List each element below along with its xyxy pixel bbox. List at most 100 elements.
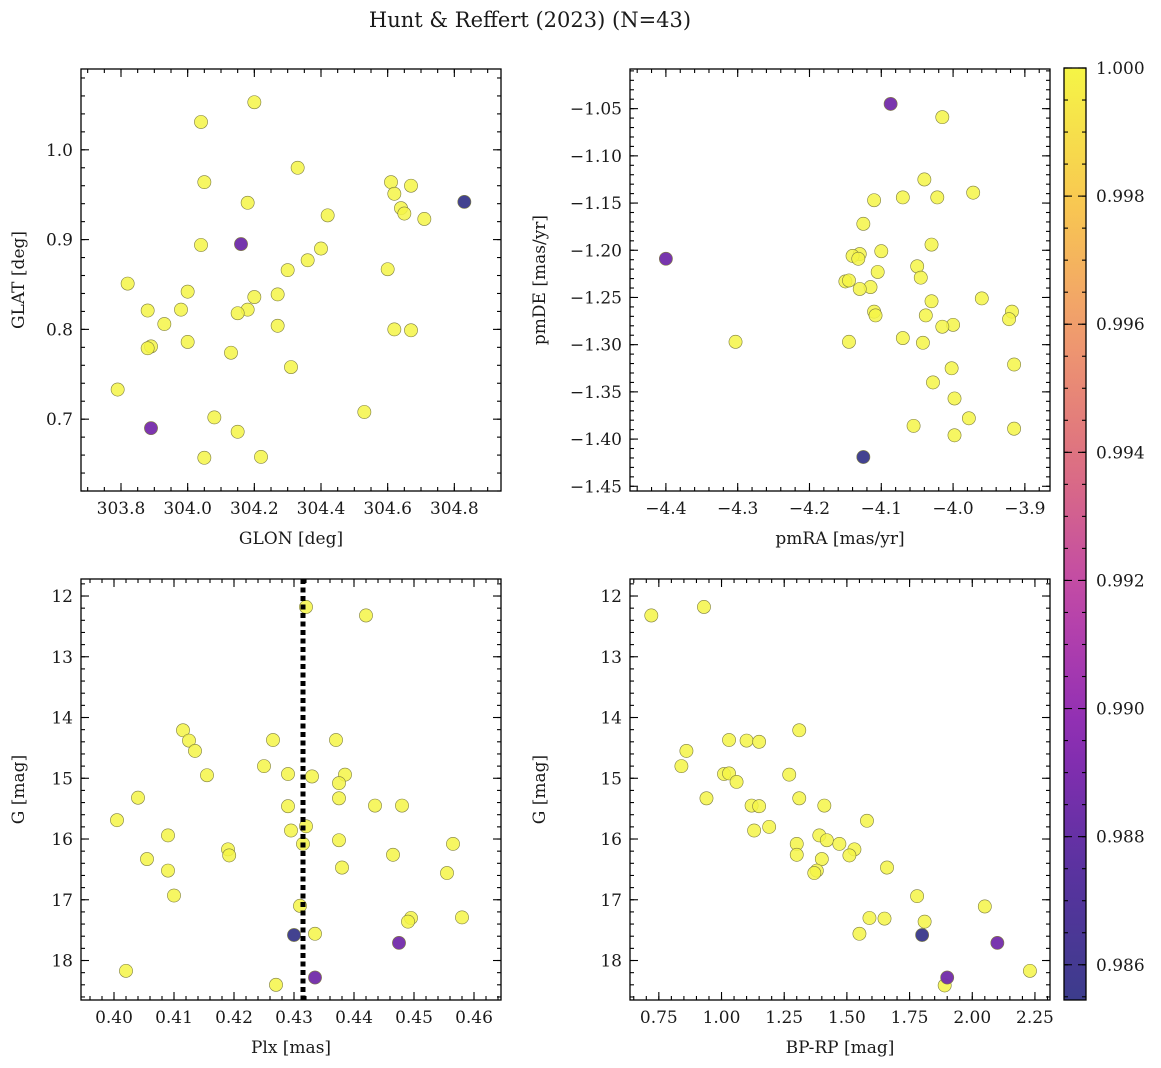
data-point bbox=[789, 847, 804, 862]
y-axis-label: pmDE [mas/yr] bbox=[530, 215, 550, 345]
data-point bbox=[280, 263, 295, 278]
data-point bbox=[782, 767, 797, 782]
colorbar-tick-label: 0.998 bbox=[1096, 187, 1145, 207]
data-point bbox=[188, 744, 202, 758]
data-point bbox=[842, 848, 857, 863]
y-tick-label: −1.15 bbox=[570, 194, 622, 214]
y-tick-label: 0.8 bbox=[46, 320, 73, 340]
data-point bbox=[200, 768, 214, 783]
data-point bbox=[917, 914, 932, 929]
data-point bbox=[874, 244, 889, 259]
data-point bbox=[254, 449, 268, 464]
data-point bbox=[961, 411, 976, 426]
y-tick-label: 0.7 bbox=[46, 410, 73, 430]
data-point bbox=[1007, 421, 1022, 436]
colorbar-tick-label: 0.996 bbox=[1096, 315, 1145, 335]
data-point bbox=[915, 928, 930, 942]
y-tick-label: 15 bbox=[51, 769, 73, 789]
data-point bbox=[918, 308, 933, 323]
data-point bbox=[247, 95, 262, 110]
data-point bbox=[1023, 963, 1037, 978]
x-axis-label: Plx [mas] bbox=[251, 1038, 331, 1058]
data-point bbox=[877, 911, 892, 926]
y-tick-label: 18 bbox=[51, 952, 73, 972]
x-tick-label: 0.40 bbox=[95, 1008, 133, 1028]
y-tick-label: 14 bbox=[51, 709, 73, 729]
x-tick-label: 304.6 bbox=[363, 499, 412, 519]
data-point bbox=[457, 194, 472, 209]
data-point bbox=[230, 306, 245, 321]
data-point bbox=[851, 251, 866, 266]
data-point bbox=[332, 791, 346, 806]
data-point bbox=[935, 319, 950, 334]
x-tick-label: 1.00 bbox=[703, 1008, 741, 1028]
x-tick-label: −3.9 bbox=[1004, 499, 1045, 519]
data-point bbox=[368, 798, 382, 813]
data-point bbox=[977, 899, 992, 914]
data-point bbox=[944, 361, 959, 376]
data-point bbox=[284, 823, 298, 838]
y-axis-label: GLAT [deg] bbox=[9, 231, 29, 329]
data-point bbox=[387, 186, 402, 201]
data-point bbox=[728, 334, 743, 349]
axes-frame bbox=[80, 68, 502, 492]
x-tick-label: 0.41 bbox=[155, 1008, 193, 1028]
data-point bbox=[739, 733, 754, 748]
data-point bbox=[883, 97, 898, 111]
data-point bbox=[867, 193, 882, 208]
data-point bbox=[300, 253, 315, 268]
panel-color-magnitude: 0.75 1.00 1.25 1.50 1.75 2.00 2.25 12 13 14 15 16 17… bbox=[530, 578, 1054, 1058]
data-point bbox=[194, 115, 208, 129]
data-point bbox=[240, 195, 255, 210]
data-point bbox=[332, 776, 346, 791]
data-point bbox=[404, 178, 418, 193]
data-point bbox=[395, 798, 409, 813]
data-point bbox=[880, 860, 894, 875]
data-point bbox=[176, 723, 190, 738]
data-point bbox=[852, 282, 867, 296]
data-point bbox=[290, 160, 305, 175]
data-point bbox=[729, 775, 744, 789]
data-point bbox=[197, 450, 212, 465]
data-point bbox=[386, 847, 400, 862]
data-point bbox=[658, 251, 673, 266]
data-point bbox=[916, 335, 930, 350]
data-point bbox=[266, 733, 280, 747]
data-point bbox=[110, 382, 125, 397]
data-point bbox=[314, 241, 328, 256]
y-tick-label: −1.30 bbox=[570, 336, 622, 356]
data-point bbox=[247, 290, 262, 304]
y-tick-label: 18 bbox=[600, 952, 622, 972]
data-point bbox=[140, 852, 154, 866]
data-point bbox=[308, 970, 322, 985]
data-point bbox=[1002, 312, 1016, 327]
x-axis-label: GLON [deg] bbox=[239, 529, 343, 549]
data-point bbox=[197, 175, 212, 190]
x-tick-label: 1.25 bbox=[765, 1008, 803, 1028]
data-point bbox=[722, 733, 736, 747]
data-point bbox=[167, 888, 181, 903]
y-axis-label: G [mag] bbox=[530, 755, 550, 824]
data-point bbox=[860, 813, 874, 828]
x-tick-label: 0.75 bbox=[640, 1008, 678, 1028]
data-point bbox=[862, 911, 877, 925]
data-point bbox=[230, 424, 245, 439]
data-point bbox=[990, 935, 1005, 950]
data-point bbox=[966, 185, 981, 200]
data-point bbox=[180, 335, 195, 349]
data-point bbox=[842, 273, 856, 288]
colorbar-tick-label: 0.988 bbox=[1096, 828, 1145, 848]
x-tick-label: 304.2 bbox=[230, 499, 279, 519]
data-point bbox=[161, 828, 175, 843]
data-point bbox=[234, 237, 248, 251]
y-tick-label: −1.05 bbox=[570, 100, 622, 120]
data-point bbox=[940, 970, 955, 985]
data-point bbox=[895, 331, 910, 345]
data-point bbox=[644, 608, 659, 623]
data-point bbox=[926, 375, 940, 390]
colorbar: 0.986 0.988 0.990 0.992 0.994 0.996 0.998 1.000 bbox=[1063, 59, 1145, 1001]
data-point bbox=[387, 322, 402, 337]
data-point bbox=[357, 405, 372, 419]
data-point bbox=[284, 360, 298, 374]
data-point bbox=[924, 294, 939, 309]
